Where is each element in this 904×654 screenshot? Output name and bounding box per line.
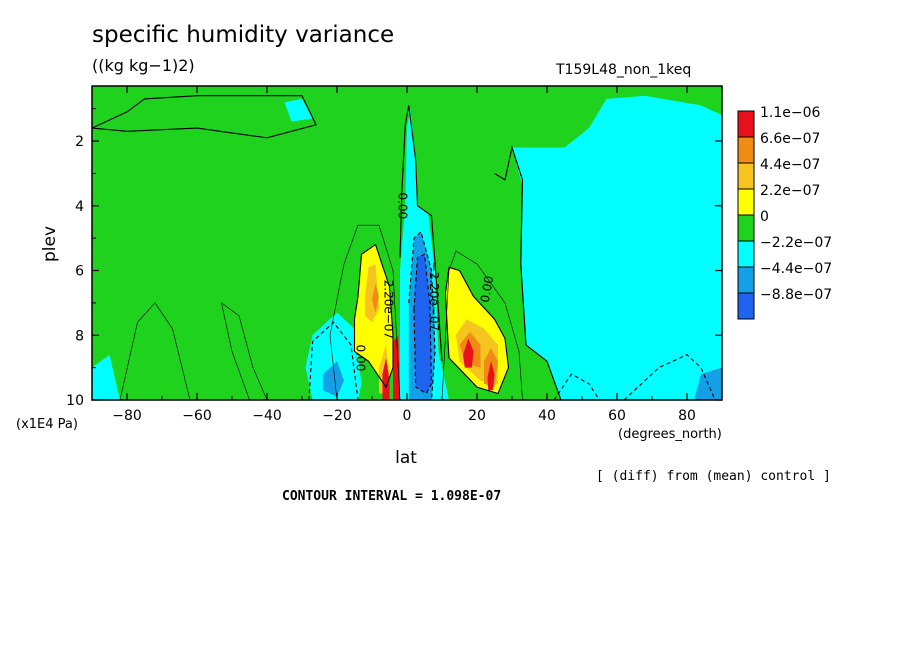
contour-line-3 [353, 243, 394, 389]
color-legend: 1.1e−06 6.6e−07 4.4e−07 2.2e−07 0 −2.2e−07 −4.… [737, 105, 832, 320]
legend-label: 0 [760, 209, 769, 225]
chart-units: ((kg kg−1)2) [92, 56, 195, 75]
run-label: T159L48_non_1keq [556, 62, 692, 78]
y-axis-units: (x1E4 Pa) [16, 417, 78, 432]
x-tick-label: 20 [468, 408, 486, 424]
y-tick-label: 2 [75, 134, 84, 150]
x-tick-label: 0 [403, 408, 412, 424]
x-tick-label: 80 [678, 408, 696, 424]
contour-label: 0.00 [395, 192, 409, 219]
x-tick-label: 40 [538, 408, 556, 424]
region-9 [414, 254, 432, 394]
region-19 [463, 338, 474, 368]
x-axis-label: lat [395, 448, 417, 468]
x-tick-label: −60 [182, 408, 212, 424]
legend-swatch [737, 188, 755, 216]
legend-swatch [737, 292, 755, 320]
region-20 [487, 361, 495, 391]
contour-interval: CONTOUR INTERVAL = 1.098E-07 [282, 489, 502, 504]
region-2 [284, 98, 313, 122]
legend-label: 4.4e−07 [760, 157, 820, 173]
legend-swatch [737, 136, 755, 164]
contour-line-7 [119, 302, 191, 400]
contour-line-6 [221, 302, 268, 400]
contour-line-8 [441, 250, 523, 400]
region-3 [92, 354, 120, 400]
legend-swatch [737, 162, 755, 190]
legend-label: 6.6e−07 [760, 131, 820, 147]
chart-title: specific humidity variance [92, 22, 395, 48]
region-15 [372, 283, 379, 313]
y-tick-label: 10 [66, 393, 84, 409]
region-1 [512, 95, 722, 400]
y-tick-label: 8 [75, 328, 84, 344]
x-tick-label: −40 [252, 408, 282, 424]
y-axis: 2 4 6 8 10 [66, 108, 722, 409]
x-axis-units: (degrees_north) [618, 427, 722, 442]
region-4 [305, 312, 362, 400]
contour-line-0 [92, 95, 317, 139]
contour-label: −2.20e−07 [427, 262, 441, 331]
contour-label: 0.00 [478, 275, 496, 304]
diff-note: [ (diff) from (mean) control ] [596, 469, 831, 484]
legend-label: 2.2e−07 [760, 183, 820, 199]
x-axis: −80 −60 −40 −20 0 20 40 60 80 [91, 86, 723, 424]
legend-label: −2.2e−07 [760, 235, 832, 251]
y-tick-label: 6 [75, 264, 84, 280]
legend-swatch [737, 266, 755, 294]
region-21 [393, 335, 400, 400]
contour-line-1 [399, 105, 443, 362]
contour-line-13 [308, 321, 359, 400]
contour-line-2 [494, 145, 562, 400]
contour-line-5 [329, 224, 401, 400]
legend-swatch [737, 110, 755, 138]
legend-label: −4.4e−07 [760, 261, 832, 277]
legend-swatch [737, 240, 755, 268]
region-18 [382, 357, 390, 400]
contour-line-10 [408, 230, 436, 400]
contour-line-9 [413, 253, 433, 395]
contour-lines [92, 95, 716, 400]
contour-label: 2.20e−07 [381, 280, 395, 339]
y-axis-label: plev [40, 226, 60, 262]
region-7 [323, 361, 344, 397]
contour-line-4 [444, 266, 510, 395]
contour-label-group: 0.00 2.20e−07 0.00 −2.20e−07 0.00 [353, 192, 496, 371]
legend-label: −8.8e−07 [760, 287, 832, 303]
x-tick-label: −80 [112, 408, 142, 424]
legend-swatch [737, 214, 755, 242]
contour-label: 0.00 [353, 345, 367, 372]
filled-contour-regions [92, 86, 722, 400]
y-tick-label: 4 [75, 199, 84, 215]
contour-line-11 [623, 354, 716, 400]
x-tick-label: −20 [322, 408, 352, 424]
contour-line-12 [553, 373, 600, 400]
legend-label: 1.1e−06 [760, 105, 821, 121]
x-tick-label: 60 [608, 408, 626, 424]
